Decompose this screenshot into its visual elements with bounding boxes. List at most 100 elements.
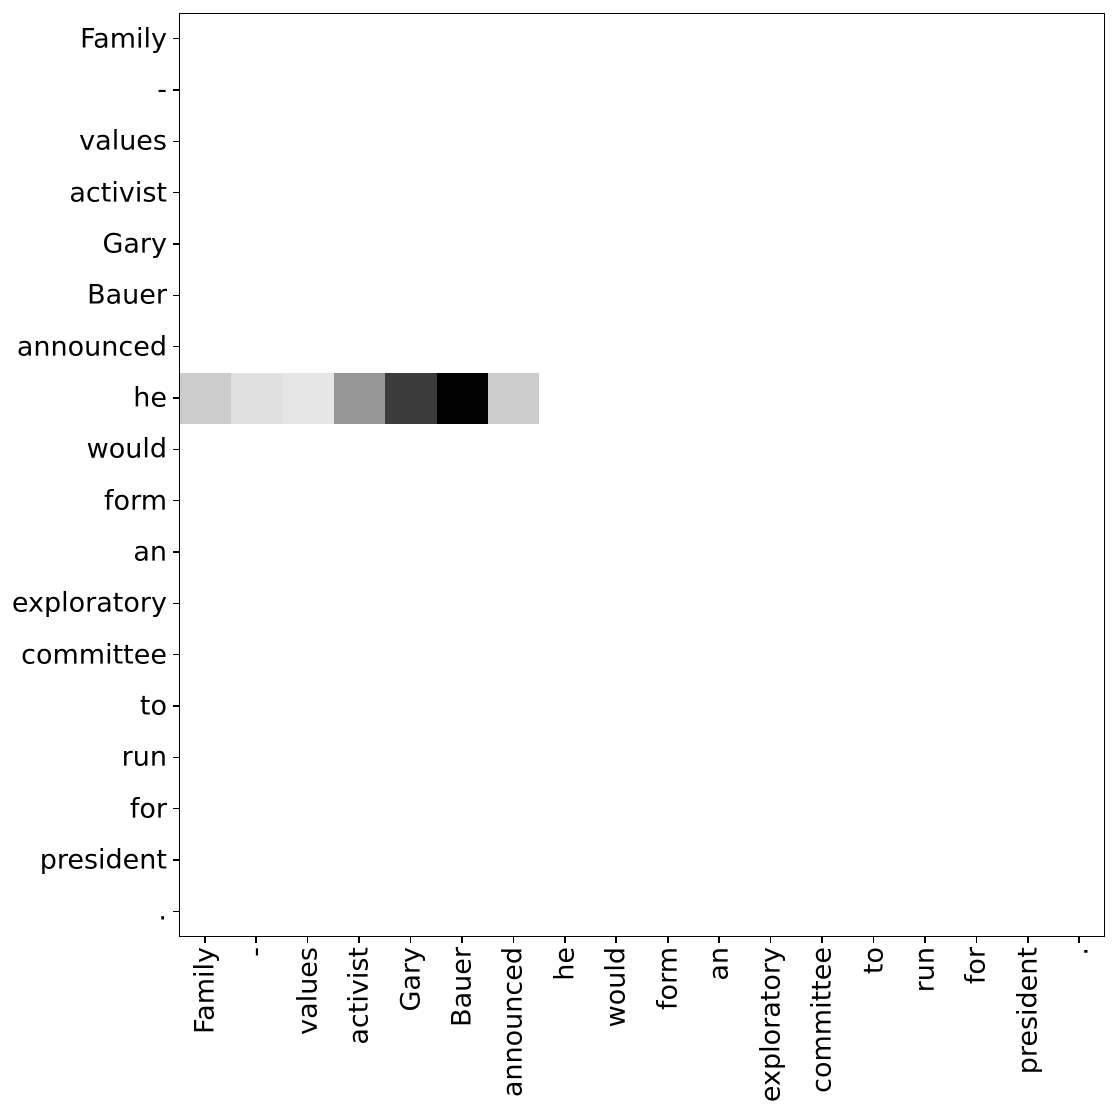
y-tick xyxy=(173,499,179,502)
x-tick xyxy=(1078,937,1081,943)
heatmap-cell xyxy=(898,270,951,322)
heatmap-cell xyxy=(1052,372,1104,425)
heatmap-cell xyxy=(231,65,284,117)
heatmap-cell xyxy=(693,577,746,630)
y-tick-label: activist xyxy=(69,177,167,209)
heatmap-cell xyxy=(231,321,284,374)
heatmap-cell xyxy=(795,116,848,169)
heatmap-cell xyxy=(385,218,438,271)
heatmap-cell xyxy=(180,167,232,220)
heatmap-cell xyxy=(898,731,951,783)
heatmap-cell xyxy=(487,270,540,322)
x-tick-label: announced xyxy=(497,947,529,1098)
heatmap-cell xyxy=(590,679,643,732)
heatmap-cell xyxy=(898,782,951,835)
heatmap-cell xyxy=(333,65,386,117)
heatmap-cell xyxy=(436,14,489,66)
heatmap-cell xyxy=(436,833,489,886)
y-tick xyxy=(173,859,179,861)
heatmap-cell xyxy=(1052,731,1104,783)
heatmap-cell xyxy=(282,65,335,117)
heatmap-cell xyxy=(333,475,386,527)
heatmap-cell xyxy=(642,884,694,936)
y-tick-label: run xyxy=(121,741,167,773)
heatmap-cell xyxy=(487,884,540,936)
x-tick-label: for xyxy=(960,947,992,985)
heatmap-cell xyxy=(642,782,694,835)
heatmap-cell xyxy=(950,679,1002,732)
heatmap-cell xyxy=(1052,116,1104,169)
heatmap-cell xyxy=(487,577,540,630)
heatmap-cell xyxy=(590,372,643,425)
heatmap-cell xyxy=(231,782,284,835)
heatmap-cell xyxy=(642,218,694,271)
heatmap-cell xyxy=(180,526,232,578)
heatmap-cell xyxy=(333,731,386,783)
x-tick xyxy=(358,937,360,943)
y-tick-label: Bauer xyxy=(87,279,167,311)
heatmap-cell xyxy=(642,423,694,476)
heatmap-cell xyxy=(898,218,951,271)
y-tick-label: form xyxy=(104,485,167,517)
x-tick-label: to xyxy=(858,947,889,975)
heatmap-cell xyxy=(1052,577,1104,630)
heatmap-cell xyxy=(642,65,694,117)
heatmap-cell xyxy=(693,14,746,66)
heatmap-cell xyxy=(1052,475,1104,527)
heatmap-cell xyxy=(847,731,900,783)
heatmap-cell xyxy=(795,577,848,630)
heatmap-cell xyxy=(744,833,797,886)
heatmap-cell xyxy=(1001,116,1054,169)
heatmap-cell xyxy=(539,65,592,117)
heatmap-cell xyxy=(744,731,797,783)
heatmap-cell xyxy=(385,116,438,169)
heatmap-cell xyxy=(847,884,900,936)
heatmap-cell xyxy=(1001,679,1054,732)
heatmap-cell xyxy=(950,526,1002,578)
heatmap-cell xyxy=(231,218,284,271)
x-tick xyxy=(306,937,309,943)
heatmap-plot-area xyxy=(179,13,1105,937)
heatmap-cell xyxy=(642,14,694,66)
y-tick-label: he xyxy=(133,382,167,414)
heatmap-cell xyxy=(795,526,848,578)
heatmap-cell xyxy=(436,372,489,425)
heatmap-cell xyxy=(436,577,489,630)
heatmap-cell xyxy=(693,65,746,117)
x-tick-label: Bauer xyxy=(446,947,478,1027)
heatmap-cell xyxy=(693,423,746,476)
heatmap-cell xyxy=(180,65,232,117)
heatmap-cell xyxy=(744,321,797,374)
x-tick xyxy=(718,937,720,943)
heatmap-cell xyxy=(436,628,489,681)
heatmap-cell xyxy=(590,833,643,886)
x-tick-label: - xyxy=(240,947,272,957)
heatmap-cell xyxy=(539,833,592,886)
heatmap-cell xyxy=(847,475,900,527)
heatmap-cell xyxy=(385,679,438,732)
heatmap-cell xyxy=(231,833,284,886)
heatmap-cell xyxy=(1001,270,1054,322)
heatmap-cell xyxy=(847,628,900,681)
x-tick xyxy=(666,937,669,943)
y-tick xyxy=(173,910,179,913)
heatmap-cell xyxy=(539,14,592,66)
heatmap-cell xyxy=(180,218,232,271)
heatmap-cell xyxy=(590,423,643,476)
heatmap-cell xyxy=(795,679,848,732)
heatmap-cell xyxy=(950,116,1002,169)
heatmap-cell xyxy=(1052,218,1104,271)
y-tick xyxy=(173,448,179,451)
heatmap-cell xyxy=(795,218,848,271)
heatmap-cell xyxy=(1052,65,1104,117)
heatmap-cell xyxy=(385,731,438,783)
heatmap-cell xyxy=(744,14,797,66)
heatmap-cell xyxy=(847,218,900,271)
heatmap-cell xyxy=(282,628,335,681)
heatmap-cell xyxy=(590,218,643,271)
heatmap-cell xyxy=(231,884,284,936)
heatmap-cell xyxy=(436,884,489,936)
x-tick-label: . xyxy=(1063,947,1095,956)
y-tick xyxy=(173,243,179,245)
heatmap-cell xyxy=(847,423,900,476)
